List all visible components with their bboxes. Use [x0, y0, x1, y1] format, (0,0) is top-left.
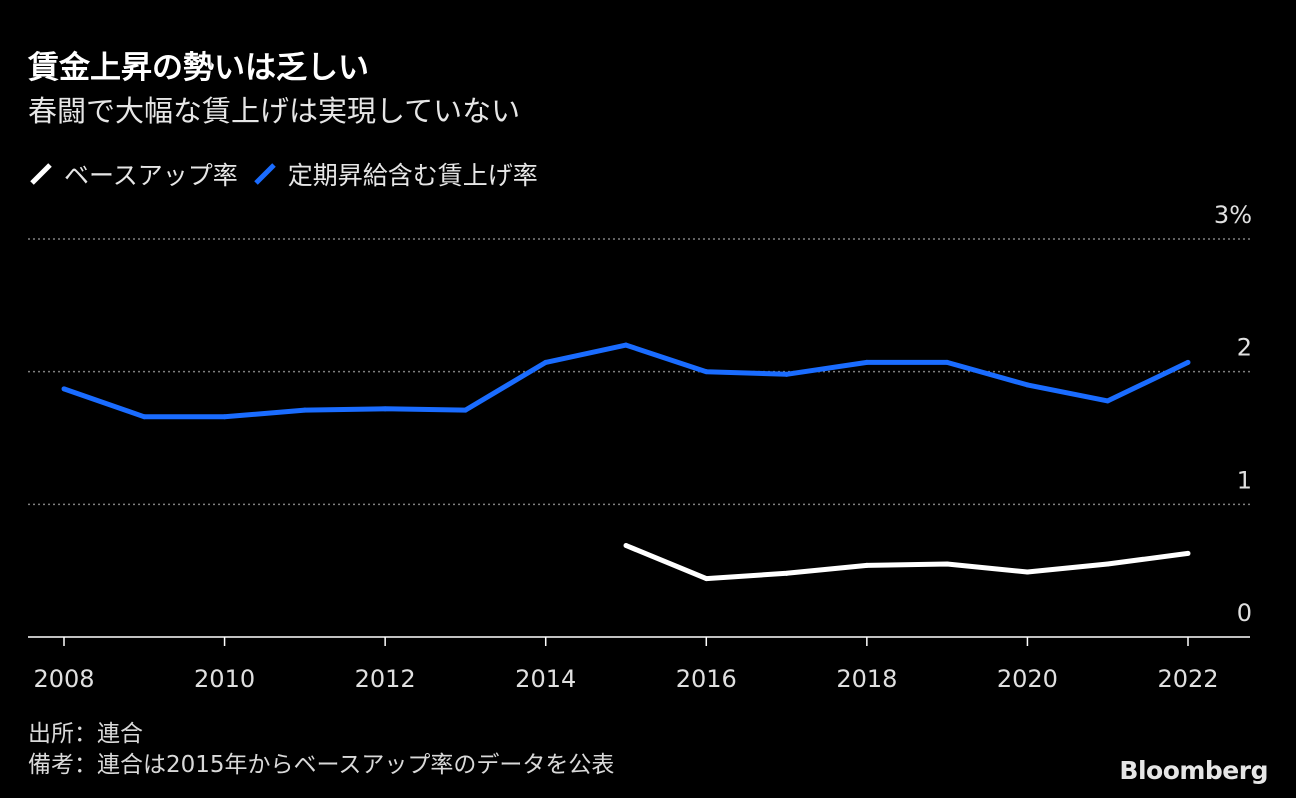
x-tick-label-5: 2018 [836, 665, 897, 693]
data-point-total-2019 [944, 359, 950, 365]
data-point-total-2016 [703, 369, 709, 375]
y-tick-label-1: 1 [1237, 466, 1252, 494]
data-point-base-up-2022 [1185, 550, 1191, 556]
data-point-base-up-2017 [784, 570, 790, 576]
bloomberg-logo: Bloomberg [1119, 756, 1268, 785]
data-point-total-2017 [784, 371, 790, 377]
x-tick-label-4: 2016 [676, 665, 737, 693]
data-point-total-2018 [864, 359, 870, 365]
data-point-base-up-2015 [623, 542, 629, 548]
series-line-total [63, 342, 1190, 420]
data-point-total-2020 [1024, 382, 1030, 388]
x-tick-label-7: 2022 [1157, 665, 1218, 693]
data-point-total-2008 [61, 386, 67, 392]
y-tick-label-0: 0 [1237, 599, 1252, 627]
x-tick-label-2: 2012 [355, 665, 416, 693]
x-tick-label-1: 2010 [194, 665, 255, 693]
data-point-total-2012 [382, 406, 388, 412]
data-point-total-2015 [623, 342, 629, 348]
series-line-base-up [625, 543, 1189, 582]
legend: ベースアップ率 定期昇給含む賃上げ率 [28, 156, 552, 192]
chart-title: 賃金上昇の勢いは乏しい [28, 50, 369, 86]
data-point-total-2009 [141, 414, 147, 420]
data-point-base-up-2018 [864, 562, 870, 568]
chart-subtitle: 春闘で大幅な賃上げは実現していない [28, 94, 521, 128]
data-point-base-up-2021 [1105, 561, 1111, 567]
legend-label-base-up: ベースアップ率 [64, 161, 238, 190]
x-tick-label-0: 2008 [33, 665, 94, 693]
data-point-total-2013 [462, 407, 468, 413]
data-point-total-2014 [543, 359, 549, 365]
y-tick-label-2: 2 [1237, 334, 1252, 362]
remark-note: 備考：連合は2015年からベースアップ率のデータを公表 [28, 752, 615, 778]
x-tick-label-3: 2014 [515, 665, 576, 693]
legend-item-total: 定期昇給含む賃上げ率 [252, 156, 538, 192]
legend-swatch-total [253, 163, 276, 185]
data-point-base-up-2020 [1024, 569, 1030, 575]
x-tick-label-6: 2020 [997, 665, 1058, 693]
data-point-base-up-2016 [703, 576, 709, 582]
data-point-base-up-2019 [944, 561, 950, 567]
legend-item-base-up: ベースアップ率 [28, 156, 238, 192]
data-point-total-2021 [1105, 398, 1111, 404]
legend-swatch-base-up [30, 163, 52, 185]
data-point-total-2011 [302, 407, 308, 413]
data-point-total-2022 [1185, 359, 1191, 365]
data-point-total-2010 [222, 414, 228, 420]
y-tick-label-3: 3% [1214, 201, 1252, 229]
legend-label-total: 定期昇給含む賃上げ率 [287, 161, 538, 190]
source-note: 出所：連合 [28, 721, 143, 747]
